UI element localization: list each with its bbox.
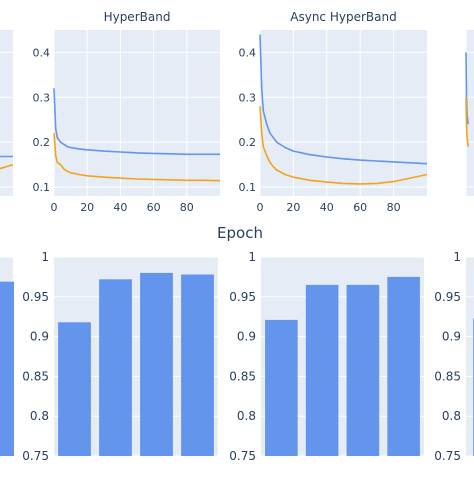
bar-partial-right-y-tick-label: 0.85: [434, 369, 461, 383]
bar-middle-right-category-label: pH: [390, 462, 412, 474]
line-hyperband-y-tick-label: 0.3: [33, 91, 51, 104]
bar-middle-left-y-tick-label: 1: [41, 250, 49, 264]
bar-middle-left-y-tick-label: 0.8: [30, 409, 49, 423]
bar-partial-right-y-tick-label: 1: [453, 250, 461, 264]
bar-middle-right-bar: [265, 319, 298, 456]
line-partial-left-series-orange-line: [0, 163, 14, 170]
bar-middle-right-bar: [387, 276, 420, 456]
line-hyperband-x-tick-label: 20: [80, 201, 94, 214]
line-async-hyperband-x-tick-label: 0: [257, 201, 264, 214]
bar-middle-right-category-label: PaO2: [262, 462, 292, 474]
line-async-hyperband-title: Async HyperBand: [290, 10, 396, 24]
bar-middle-left-bar: [181, 274, 214, 456]
bar-middle-right-bar: [346, 284, 380, 456]
bar-middle-left-category-label: pH: [184, 462, 206, 474]
bar-partial-right-plot-area: [466, 257, 474, 456]
line-async-hyperband-x-tick-label: 80: [387, 201, 401, 214]
line-hyperband-series-orange-line: [53, 133, 221, 182]
bar-middle-right-y-tick-label: 0.95: [229, 290, 256, 304]
line-hyperband-title: HyperBand: [104, 10, 171, 24]
bar-middle-left-bar: [140, 272, 173, 456]
line-async-hyperband-x-tick-label: 20: [286, 201, 300, 214]
line-async-hyperband-y-tick-label: 0.4: [239, 46, 257, 59]
bar-middle-right-category-label: HCO3: [338, 462, 372, 474]
bar-middle-left-category-label: HCO3: [131, 462, 165, 474]
line-hyperband-plot-area: [54, 30, 220, 196]
bar-middle-left-bar: [99, 279, 132, 456]
line-hyperband-series-blue-line: [53, 88, 220, 156]
bar-middle-right-y-tick-label: 1: [248, 250, 256, 264]
bar-partial-right-y-tick-label: 0.95: [434, 290, 461, 304]
bar-middle-left-category-label: PaCO2: [91, 462, 126, 474]
line-async-hyperband-y-tick-label: 0.3: [239, 91, 257, 104]
bar-middle-right-y-tick-label: 0.8: [237, 409, 256, 423]
line-async-hyperband-y-tick-label: 0.1: [239, 181, 257, 194]
bar-partial-right-y-tick-label: 0.9: [442, 330, 461, 344]
line-hyperband-x-tick-label: 40: [113, 201, 127, 214]
line-partial-left-plot-area: [0, 30, 13, 196]
line-hyperband-x-tick-label: 80: [180, 201, 194, 214]
bar-middle-right-category-label: PaCO2: [298, 462, 333, 474]
line-async-hyperband-series-orange-line: [259, 106, 428, 185]
line-hyperband-y-tick-label: 0.1: [33, 181, 51, 194]
line-async-hyperband-y-tick-label: 0.2: [239, 136, 257, 149]
line-hyperband-y-tick-label: 0.2: [33, 136, 51, 149]
bar-middle-right-bar: [305, 284, 339, 456]
line-partial-right-plot-area: [466, 30, 474, 196]
bar-partial-left-bar: [0, 281, 14, 456]
bar-middle-left-y-tick-label: 0.75: [22, 449, 49, 463]
line-async-hyperband-plot-area: [260, 30, 427, 196]
x-axis-title-epoch: Epoch: [217, 224, 263, 242]
bar-middle-right-y-tick-label: 0.85: [229, 369, 256, 383]
bar-middle-left-category-label: PaO2: [55, 462, 85, 474]
bar-middle-right-y-tick-label: 0.75: [229, 449, 256, 463]
line-hyperband-x-tick-label: 0: [51, 201, 58, 214]
bar-middle-left-bar: [58, 322, 91, 456]
bar-middle-right-y-tick-label: 0.9: [237, 330, 256, 344]
line-hyperband-x-tick-label: 60: [147, 201, 161, 214]
line-async-hyperband-series-blue-line: [259, 34, 428, 165]
line-async-hyperband-x-tick-label: 60: [353, 201, 367, 214]
bar-middle-left-y-tick-label: 0.95: [22, 290, 49, 304]
bar-middle-left-y-tick-label: 0.9: [30, 330, 49, 344]
bar-partial-right-y-tick-label: 0.8: [442, 409, 461, 423]
line-partial-right-series-orange-line: [465, 97, 469, 147]
line-hyperband-y-tick-label: 0.4: [33, 46, 51, 59]
line-async-hyperband-x-tick-label: 40: [320, 201, 334, 214]
bar-partial-right-y-tick-label: 0.75: [434, 449, 461, 463]
bar-middle-left-y-tick-label: 0.85: [22, 369, 49, 383]
